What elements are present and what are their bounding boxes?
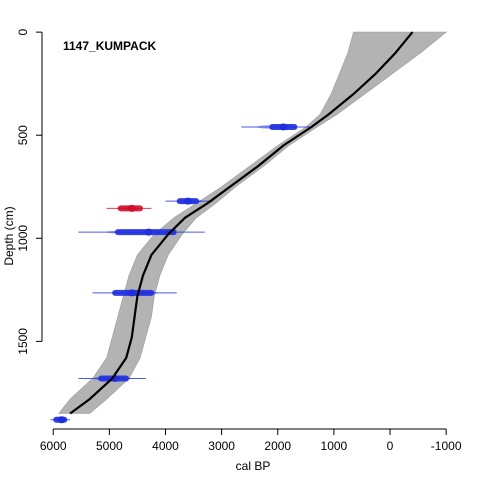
x-tick-label: 5000 <box>96 439 123 453</box>
date-marker-4 <box>78 228 205 236</box>
date-probability-peak <box>57 416 66 424</box>
confidence-envelope <box>58 31 448 414</box>
date-probability-peak <box>279 123 288 131</box>
date-probability-peak <box>144 228 153 236</box>
y-tick-label: 500 <box>16 125 30 145</box>
date-probability-peak <box>183 197 192 205</box>
x-tick-label: 6000 <box>40 439 67 453</box>
date-marker-7 <box>50 416 71 424</box>
dated-samples-layer <box>50 123 312 424</box>
date-marker-1 <box>241 123 312 131</box>
y-tick-label: 1500 <box>16 328 30 355</box>
x-tick-label: 0 <box>387 439 394 453</box>
median-age-curve <box>69 31 414 415</box>
date-probability-peak <box>127 289 136 297</box>
x-tick-label: 3000 <box>208 439 235 453</box>
core-title: 1147_KUMPACK <box>63 39 156 53</box>
median-curve-layer <box>69 31 414 415</box>
date-probability-peak <box>127 204 136 212</box>
y-tick-label: 0 <box>16 28 30 35</box>
date-marker-3 <box>106 204 152 212</box>
x-tick-label: 2000 <box>264 439 291 453</box>
confidence-envelope-layer <box>58 31 448 414</box>
axes-layer: 0 500 1000 1500 6000 5000 4000 3000 2000 1000 0 -10… <box>16 28 462 453</box>
date-marker-2 <box>165 197 214 205</box>
x-tick-label: -1000 <box>431 439 462 453</box>
x-tick-label: 4000 <box>152 439 179 453</box>
x-tick-label: 1000 <box>321 439 348 453</box>
x-axis-title: cal BP <box>236 459 271 473</box>
y-axis-title: Depth (cm) <box>2 206 16 265</box>
date-marker-5 <box>92 289 177 297</box>
y-tick-label: 1000 <box>16 225 30 252</box>
